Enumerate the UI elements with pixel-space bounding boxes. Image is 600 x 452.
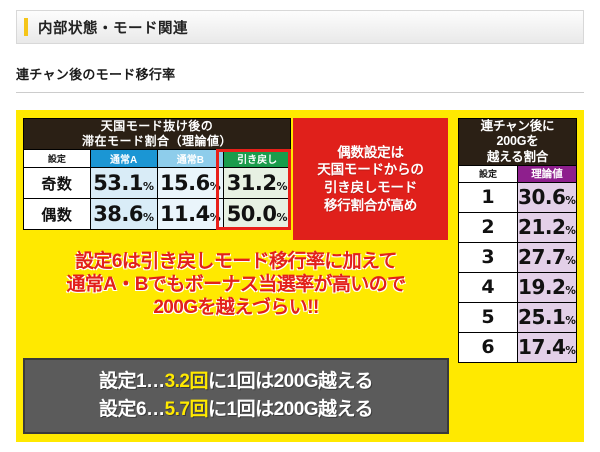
red-line-2: 天国モードからの xyxy=(317,162,424,178)
value-text: 53.1 xyxy=(93,171,144,195)
infographic-poster: 天国モード抜け後の 滞在モード割合（理論値） 設定 通常A 通常B 引き戻し 奇… xyxy=(16,110,584,442)
g-caption-line3: 越える割合 xyxy=(486,149,549,164)
mode-table-caption-line2: 滞在モード割合（理論値） xyxy=(81,134,232,148)
red-line-3: 引き戻しモード xyxy=(323,180,418,195)
percent-sign: % xyxy=(565,255,576,268)
value-text: 50.0 xyxy=(226,202,277,226)
value-text: 17.4 xyxy=(518,335,566,360)
highlight-message: 設定6は引き戻しモード移行率に加えて 通常A・Bでもボーナス当選率が高いので 2… xyxy=(22,250,450,320)
red-message-text: 偶数設定は 天国モードからの 引き戻しモード 移行割合が高め xyxy=(317,144,424,214)
summary-1-highlight: 3.2回 xyxy=(164,371,209,393)
g-value-4: 19.2% xyxy=(517,271,577,303)
mode-odd-normal-b: 15.6% xyxy=(156,167,225,199)
percent-sign: % xyxy=(565,195,576,208)
page-title: 内部状態・モード関連 xyxy=(38,20,188,37)
summary-2-highlight: 5.7回 xyxy=(164,399,209,420)
g-caption-line2: 200Gを xyxy=(496,134,539,149)
g-header-setting: 設定 xyxy=(458,164,518,183)
summary-1-prefix: 設定1… xyxy=(99,371,165,393)
g-caption-line1: 連チャン後に xyxy=(480,119,555,133)
g-setting-6: 6 xyxy=(458,331,518,363)
mode-odd-hikimodoshi: 31.2% xyxy=(223,167,291,199)
g-value-3: 27.7% xyxy=(517,241,577,273)
value-text: 15.6 xyxy=(159,171,210,195)
summary-2-suffix: に1回は200G越える xyxy=(208,399,373,420)
table-row: 5 25.1% xyxy=(458,301,577,333)
percent-sign: % xyxy=(143,211,155,224)
mode-header-setting: 設定 xyxy=(23,149,91,168)
g-value-2: 21.2% xyxy=(517,211,577,243)
percent-sign: % xyxy=(565,225,576,238)
value-text: 27.7 xyxy=(518,245,566,270)
table-row: 奇数 53.1% 15.6% 31.2% xyxy=(23,167,291,199)
value-text: 11.4 xyxy=(159,202,210,226)
percent-sign: % xyxy=(565,285,576,298)
summary-line-2: 設定6…5.7回に1回は200G越える xyxy=(99,396,373,424)
percent-sign: % xyxy=(565,315,576,328)
g-value-6: 17.4% xyxy=(517,331,577,363)
mid-line-1: 設定6は引き戻しモード移行率に加えて xyxy=(75,251,397,272)
g-setting-1: 1 xyxy=(458,181,518,213)
g-setting-5: 5 xyxy=(458,301,518,333)
mode-even-hikimodoshi: 50.0% xyxy=(223,198,291,230)
mid-line-3: 200Gを越えづらい!! xyxy=(153,297,319,319)
red-line-1: 偶数設定は xyxy=(337,144,404,160)
over-200g-caption: 連チャン後に 200Gを 越える割合 xyxy=(458,118,577,166)
mode-row-label-even: 偶数 xyxy=(23,198,91,230)
percent-sign: % xyxy=(276,180,288,193)
value-text: 31.2 xyxy=(226,171,277,195)
summary-1-suffix: に1回は200G越える xyxy=(208,371,373,393)
g-setting-2: 2 xyxy=(458,211,518,243)
summary-panel: 設定1…3.2回に1回は200G越える 設定6…5.7回に1回は200G越える xyxy=(23,358,449,434)
mode-header-normal-b: 通常B xyxy=(156,149,225,168)
mode-header-hikimodoshi: 引き戻し xyxy=(223,149,291,168)
percent-sign: % xyxy=(143,180,155,193)
percent-sign: % xyxy=(209,211,221,224)
mode-ratio-table: 天国モード抜け後の 滞在モード割合（理論値） 設定 通常A 通常B 引き戻し 奇… xyxy=(23,118,291,230)
mode-table-caption-line1: 天国モード抜け後の xyxy=(100,119,214,133)
value-text: 25.1 xyxy=(518,305,566,330)
mode-even-normal-b: 11.4% xyxy=(156,198,225,230)
table-row: 3 27.7% xyxy=(458,241,577,273)
percent-sign: % xyxy=(565,345,576,358)
table-row: 4 19.2% xyxy=(458,271,577,303)
value-text: 30.6 xyxy=(518,185,566,210)
table-row: 偶数 38.6% 11.4% 50.0% xyxy=(23,198,291,230)
sub-section-title: 連チャン後のモード移行率 xyxy=(16,67,176,82)
mode-odd-normal-a: 53.1% xyxy=(89,167,158,199)
g-value-1: 30.6% xyxy=(517,181,577,213)
summary-line-1: 設定1…3.2回に1回は200G越える xyxy=(99,368,373,396)
table-row: 6 17.4% xyxy=(458,331,577,363)
accent-bar-icon xyxy=(24,18,28,36)
mode-even-normal-a: 38.6% xyxy=(89,198,158,230)
g-value-5: 25.1% xyxy=(517,301,577,333)
percent-sign: % xyxy=(209,180,221,193)
mode-row-label-odd: 奇数 xyxy=(23,167,91,199)
mode-table-caption: 天国モード抜け後の 滞在モード割合（理論値） xyxy=(23,118,291,150)
mode-header-normal-a: 通常A xyxy=(89,149,158,168)
g-setting-3: 3 xyxy=(458,241,518,273)
value-text: 38.6 xyxy=(93,202,144,226)
g-setting-4: 4 xyxy=(458,271,518,303)
value-text: 19.2 xyxy=(518,275,566,300)
value-text: 21.2 xyxy=(518,215,566,240)
g-header-theoretical: 理論値 xyxy=(517,164,577,183)
mid-line-2: 通常A・Bでもボーナス当選率が高いので xyxy=(66,274,406,296)
red-message-panel: 偶数設定は 天国モードからの 引き戻しモード 移行割合が高め xyxy=(293,118,448,240)
percent-sign: % xyxy=(276,211,288,224)
summary-2-prefix: 設定6… xyxy=(99,399,165,420)
divider xyxy=(16,92,584,93)
over-200g-table: 連チャン後に 200Gを 越える割合 設定 理論値 1 30.6% 2 21.2… xyxy=(458,118,577,363)
table-row: 2 21.2% xyxy=(458,211,577,243)
table-row: 1 30.6% xyxy=(458,181,577,213)
red-line-4: 移行割合が高め xyxy=(323,197,418,213)
section-header: 内部状態・モード関連 xyxy=(16,10,584,44)
